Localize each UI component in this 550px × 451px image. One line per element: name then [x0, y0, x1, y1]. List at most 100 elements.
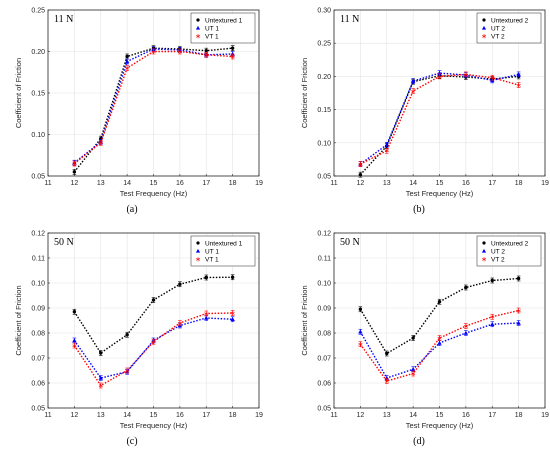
legend-entry-3: VT 2 [491, 256, 505, 263]
y-tick-label: 0.12 [317, 231, 331, 238]
y-axis-title: Coefficient of Friction [300, 285, 309, 355]
x-axis-title: Test Frequency (Hz) [120, 189, 188, 198]
y-tick-label: 0.10 [317, 281, 331, 288]
data-point-1 [125, 333, 129, 337]
data-point-2 [384, 142, 389, 147]
data-point-2 [72, 338, 77, 343]
legend-marker-3: ∗ [481, 256, 487, 263]
y-tick-label: 0.08 [31, 331, 45, 338]
x-tick-label: 11 [44, 180, 51, 187]
x-tick-label: 19 [541, 412, 549, 419]
y-tick-label: 0.15 [317, 107, 331, 114]
data-point-1 [151, 298, 156, 302]
data-point-3: ∗ [357, 161, 363, 168]
data-point-1 [204, 275, 208, 280]
x-tick-label: 15 [150, 180, 158, 187]
data-point-1 [490, 278, 494, 283]
legend-marker-1 [196, 241, 200, 245]
x-tick-label: 15 [436, 180, 444, 187]
y-tick-label: 0.05 [31, 406, 45, 413]
y-tick-label: 0.25 [31, 8, 45, 15]
legend-entry-1: Untextured 2 [491, 240, 529, 247]
data-point-3: ∗ [71, 343, 77, 350]
chart-panel-4: 11 12 13 14 15 16 17 18 19 0.05 0.06 0.07 0.08 0.09 0.… [300, 231, 549, 448]
x-tick-label: 18 [229, 412, 237, 419]
y-tick-label: 0.10 [31, 281, 45, 288]
x-axis-title: Test Frequency (Hz) [406, 189, 474, 198]
x-tick-label: 13 [383, 180, 391, 187]
load-annotation: 11 N [54, 14, 73, 25]
y-axis-title: Coefficient of Friction [300, 58, 309, 128]
data-point-1 [72, 170, 77, 174]
y-tick-label: 0.30 [317, 8, 331, 15]
y-tick-label: 0.20 [317, 74, 331, 81]
legend-entry-3: VT 1 [205, 33, 219, 40]
x-tick-label: 12 [70, 180, 78, 187]
x-tick-label: 12 [356, 180, 364, 187]
data-point-3: ∗ [437, 335, 443, 342]
data-point-3: ∗ [71, 161, 77, 168]
data-point-2 [516, 72, 521, 77]
x-tick-label: 16 [462, 180, 470, 187]
x-tick-label: 18 [515, 180, 523, 187]
x-tick-label: 16 [176, 412, 184, 419]
legend-entry-2: UT 2 [491, 25, 505, 32]
data-point-1 [178, 282, 182, 286]
x-tick-label: 13 [383, 412, 391, 419]
data-point-3: ∗ [124, 66, 130, 73]
legend-entry-3: VT 2 [491, 33, 505, 40]
x-tick-label: 19 [541, 180, 549, 187]
x-tick-label: 11 [44, 412, 51, 419]
x-tick-label: 12 [356, 412, 364, 419]
data-point-3: ∗ [230, 54, 236, 61]
y-tick-label: 0.06 [31, 381, 45, 388]
data-point-3: ∗ [203, 311, 209, 318]
legend-box [190, 12, 256, 44]
data-point-1 [464, 285, 468, 290]
y-tick-label: 0.12 [31, 231, 45, 238]
data-point-3: ∗ [463, 323, 469, 330]
data-point-3: ∗ [384, 378, 390, 385]
x-tick-label: 15 [436, 412, 444, 419]
data-point-3: ∗ [177, 49, 183, 56]
x-axis-title: Test Frequency (Hz) [120, 421, 188, 430]
data-point-1 [516, 276, 521, 281]
x-tick-label: 13 [97, 180, 105, 187]
data-point-2 [437, 340, 442, 345]
data-point-3: ∗ [516, 308, 522, 315]
legend-entry-2: UT 1 [205, 248, 219, 255]
data-point-3: ∗ [203, 52, 209, 59]
data-point-2 [490, 322, 495, 327]
panel-label: (c) [126, 436, 137, 447]
data-point-3: ∗ [151, 49, 157, 56]
y-tick-label: 0.08 [317, 331, 331, 338]
x-tick-label: 16 [176, 180, 184, 187]
data-point-3: ∗ [463, 72, 469, 79]
legend-marker-2 [481, 25, 487, 30]
data-point-3: ∗ [516, 82, 522, 89]
data-point-2 [124, 59, 130, 64]
data-point-1 [411, 336, 415, 340]
data-point-1 [99, 351, 103, 355]
y-tick-label: 0.15 [31, 91, 45, 98]
x-tick-label: 11 [330, 180, 337, 187]
x-tick-label: 16 [462, 412, 470, 419]
legend-entry-2: UT 1 [205, 25, 219, 32]
x-tick-label: 14 [123, 180, 131, 187]
legend-marker-2 [195, 248, 201, 253]
legend-marker-1 [482, 18, 486, 22]
x-tick-label: 19 [255, 180, 263, 187]
y-tick-label: 0.20 [31, 49, 45, 56]
load-annotation: 50 N [340, 237, 360, 248]
y-tick-label: 0.09 [317, 306, 331, 313]
data-point-2 [516, 320, 521, 325]
data-point-2 [98, 375, 103, 380]
legend-entry-1: Untextured 2 [491, 17, 529, 24]
x-tick-label: 14 [409, 180, 417, 187]
data-point-2 [204, 315, 209, 320]
data-point-3: ∗ [410, 371, 416, 378]
data-point-3: ∗ [357, 342, 363, 349]
legend-marker-2 [195, 25, 201, 30]
data-point-3: ∗ [177, 320, 183, 327]
